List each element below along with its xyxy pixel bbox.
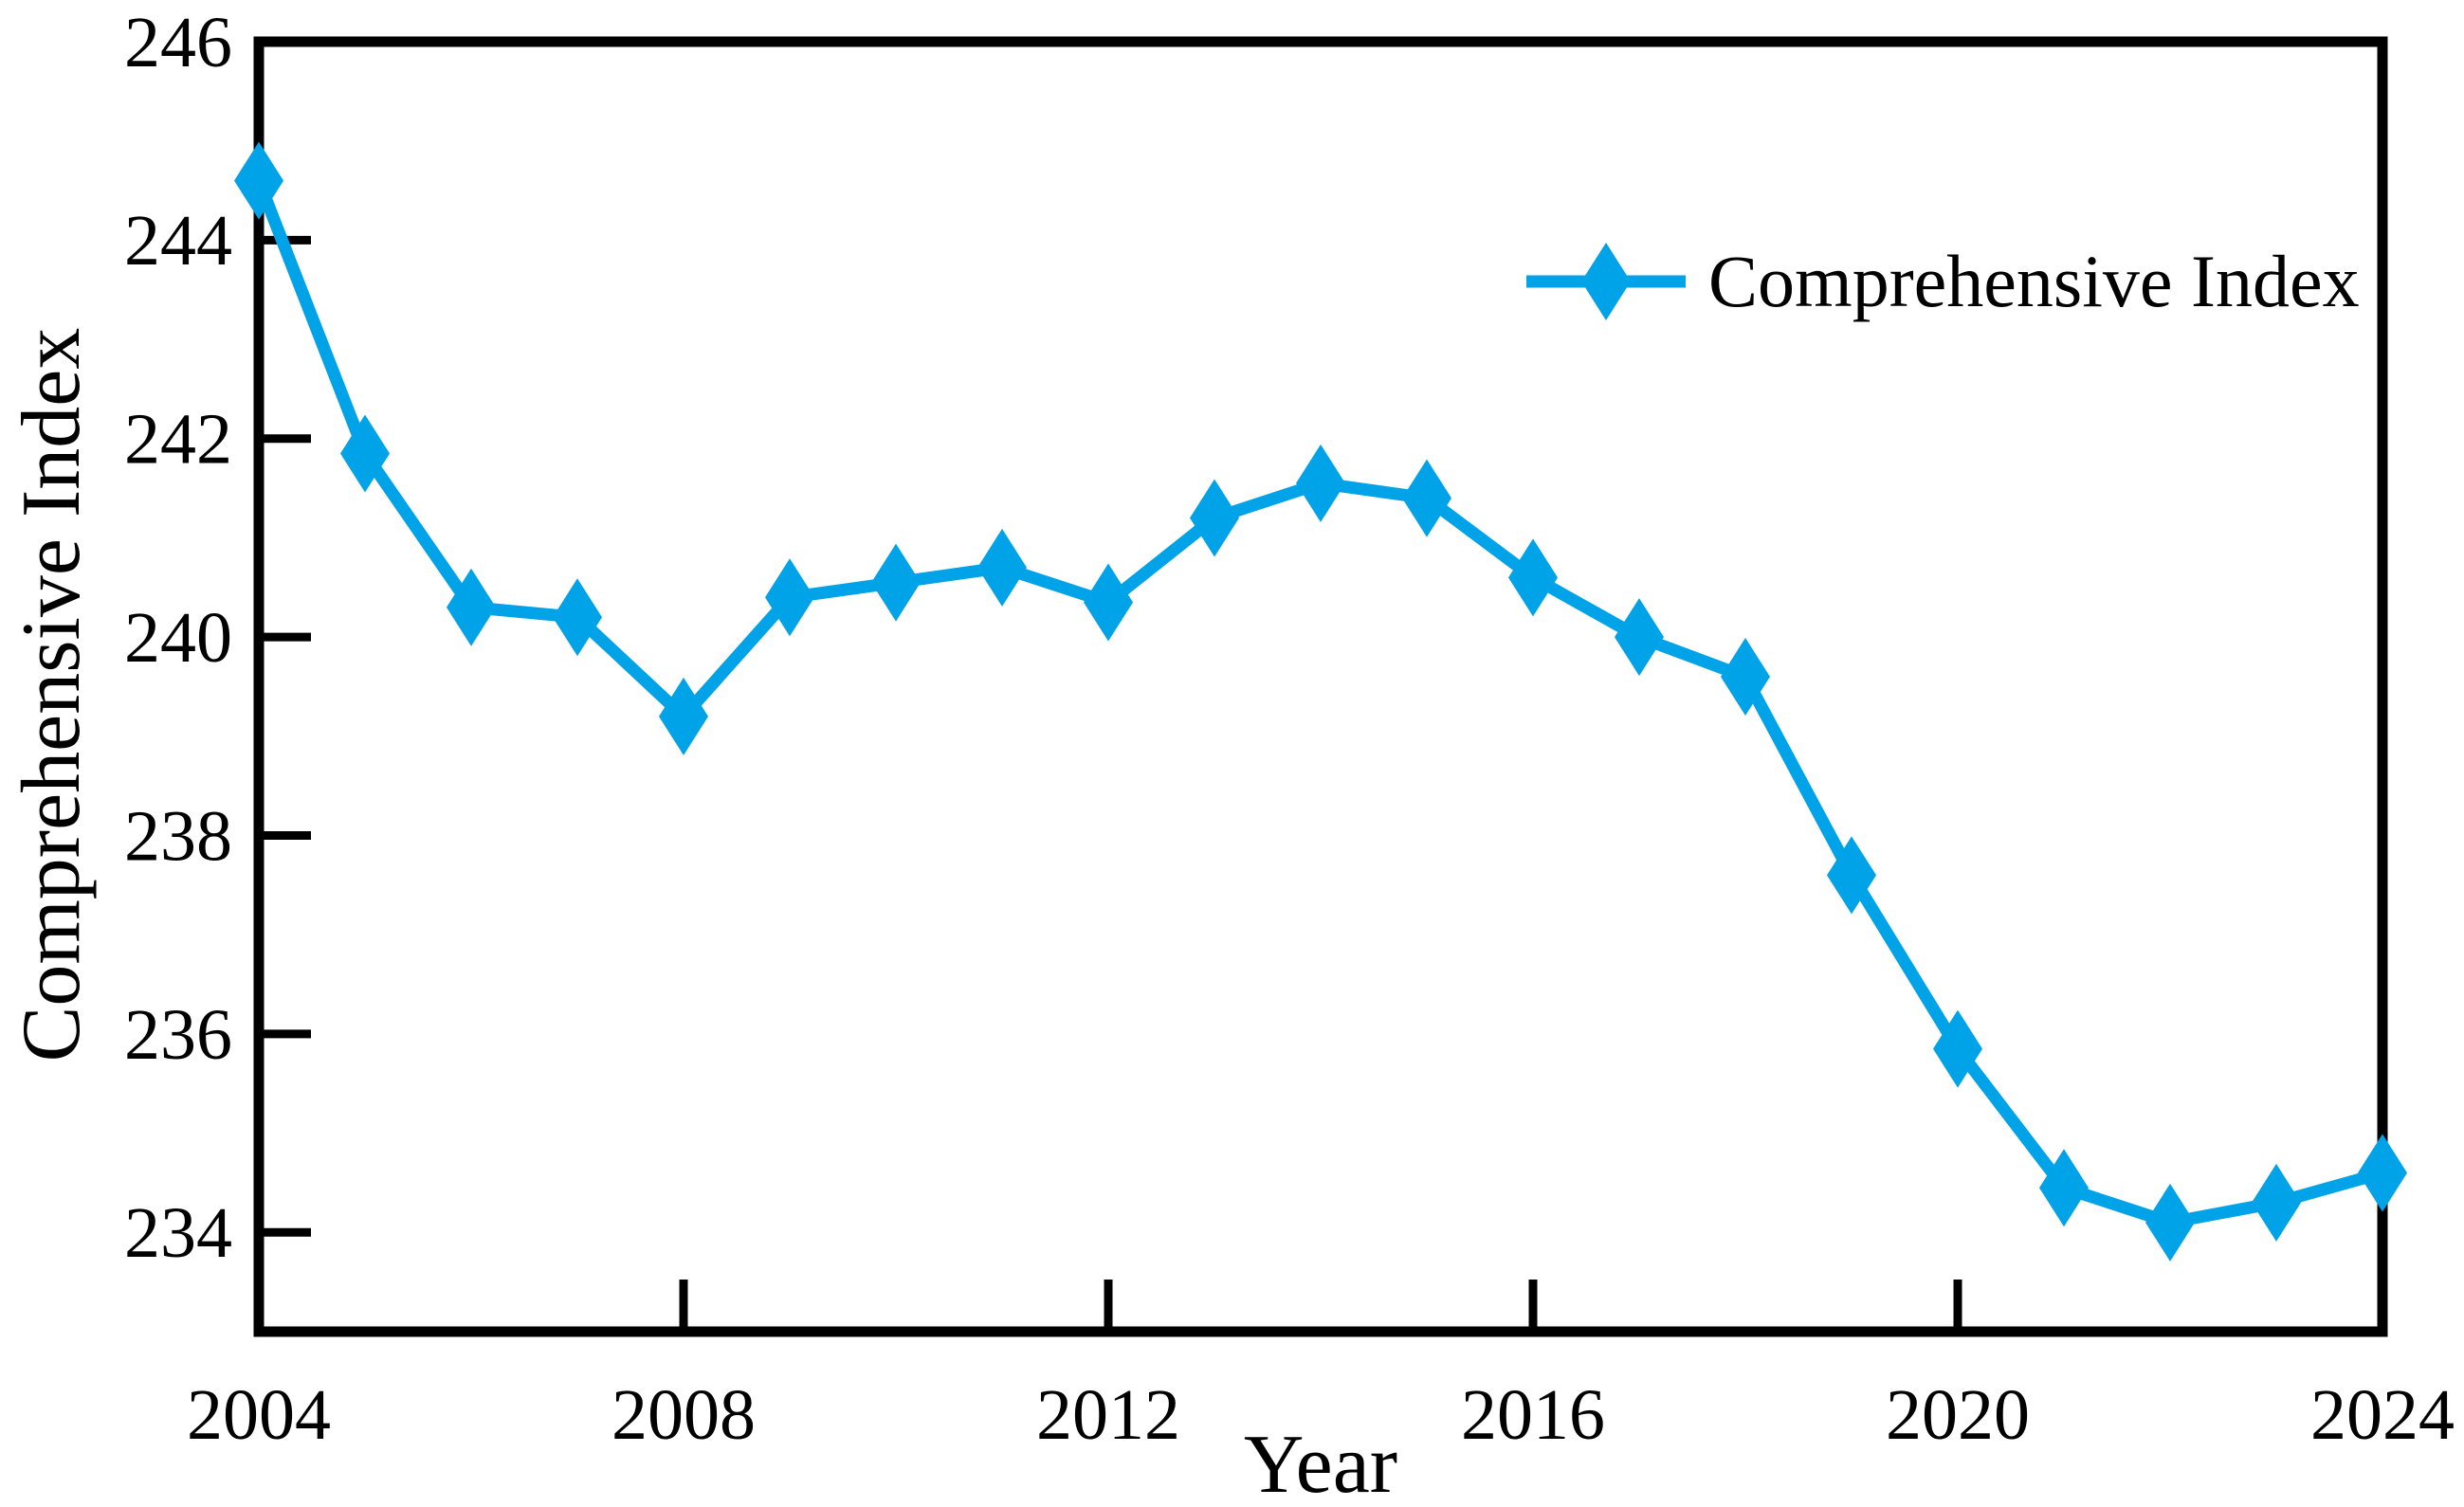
legend-marker-icon bbox=[1526, 243, 1686, 320]
x-tick-label: 2016 bbox=[1461, 1375, 1605, 1455]
data-point bbox=[340, 414, 390, 493]
x-axis-title: Year bbox=[1243, 1419, 1398, 1507]
series-line bbox=[252, 178, 2384, 1229]
data-point bbox=[1721, 638, 1770, 717]
plot-frame bbox=[253, 36, 2388, 1337]
legend-diamond-icon bbox=[1581, 243, 1631, 320]
data-point bbox=[1190, 479, 1239, 557]
data-point bbox=[659, 677, 708, 755]
y-tick-label: 234 bbox=[124, 1193, 232, 1273]
data-point bbox=[2039, 1149, 2089, 1227]
y-tick-label: 242 bbox=[124, 400, 232, 480]
data-point bbox=[2358, 1134, 2407, 1212]
legend: Comprehensive Index bbox=[1524, 240, 2360, 323]
x-tick-label: 2004 bbox=[187, 1375, 331, 1455]
data-point bbox=[1615, 598, 1664, 677]
data-point bbox=[2252, 1163, 2301, 1242]
data-point bbox=[447, 568, 496, 646]
data-point bbox=[977, 528, 1027, 607]
y-tick-label: 240 bbox=[124, 598, 232, 678]
data-point bbox=[1933, 1009, 1982, 1088]
data-point bbox=[1084, 563, 1133, 642]
data-point bbox=[1296, 444, 1345, 522]
data-point bbox=[1402, 459, 1451, 537]
x-tick-label: 2020 bbox=[1886, 1375, 2030, 1455]
y-tick-label: 244 bbox=[124, 201, 232, 281]
data-point bbox=[2145, 1183, 2195, 1262]
y-tick-label: 236 bbox=[124, 995, 232, 1075]
data-point bbox=[553, 578, 602, 657]
y-tick-label: 238 bbox=[124, 796, 232, 876]
data-point bbox=[1508, 538, 1558, 617]
y-axis-title: Comprehensive Index bbox=[6, 327, 98, 1062]
data-point bbox=[765, 558, 814, 637]
data-point bbox=[871, 543, 921, 622]
x-tick-label: 2008 bbox=[611, 1375, 756, 1455]
y-tick-label: 246 bbox=[124, 3, 232, 82]
data-point bbox=[234, 141, 283, 220]
legend-label: Comprehensive Index bbox=[1708, 240, 2360, 322]
data-point bbox=[1827, 836, 1876, 915]
x-tick-label: 2024 bbox=[2310, 1375, 2455, 1455]
x-tick-label: 2012 bbox=[1036, 1375, 1180, 1455]
